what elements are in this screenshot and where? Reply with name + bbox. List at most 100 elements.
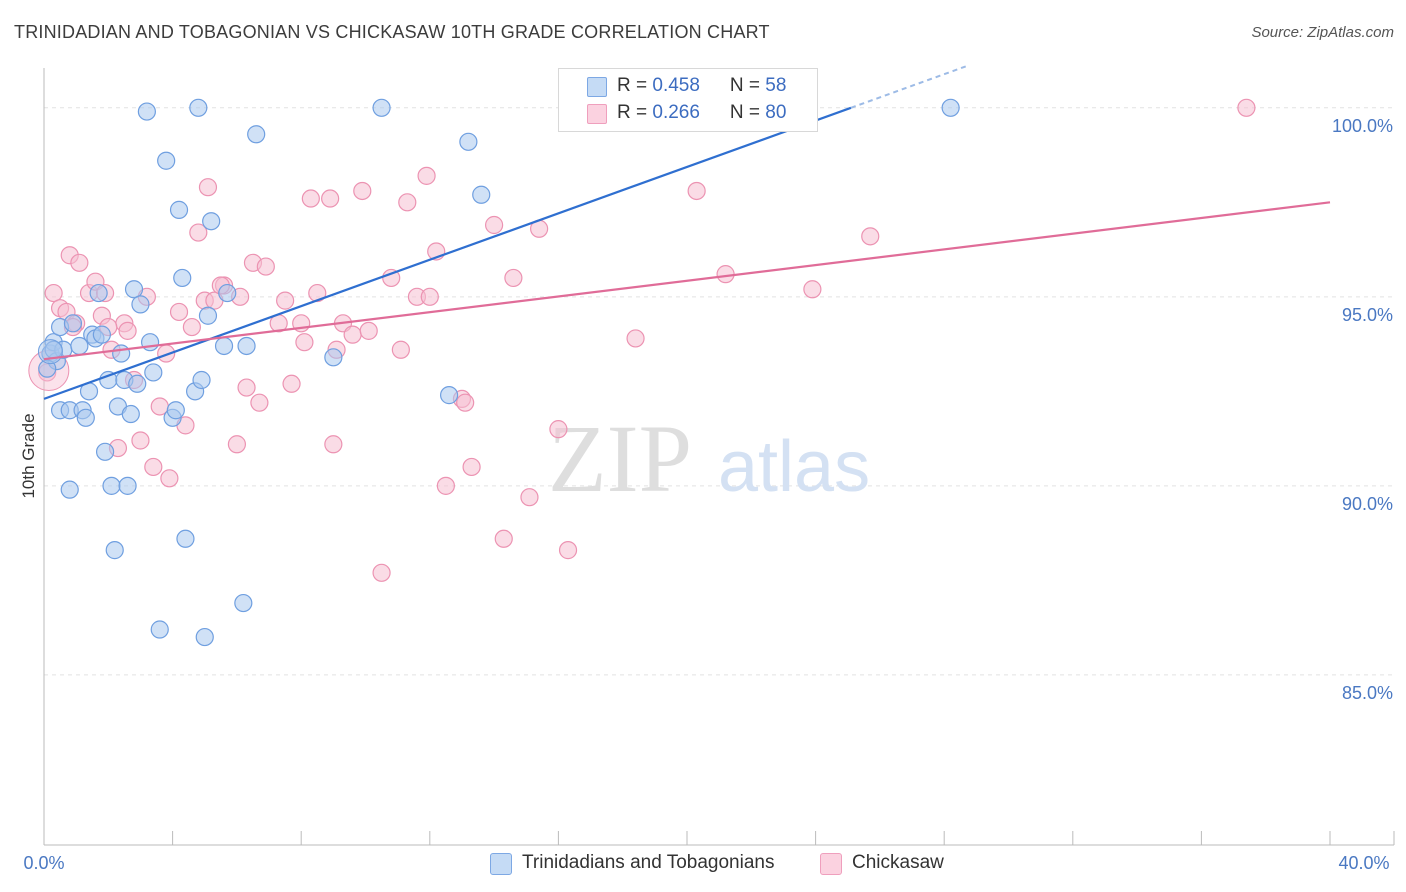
point-chickasaw <box>169 302 189 322</box>
legend-swatch-blue <box>587 77 607 97</box>
point-trinidadian <box>195 627 214 647</box>
point-chickasaw <box>144 457 163 477</box>
trend-lines <box>43 65 1331 400</box>
legend-label-trinidadian: Trinidadians and Tobagonians <box>522 852 775 873</box>
point-trinidadian <box>234 593 253 613</box>
legend-r-value: 0.458 <box>652 75 700 96</box>
point-trinidadian <box>176 529 195 548</box>
point-trinidadian <box>137 102 156 121</box>
point-chickasaw <box>626 329 645 348</box>
legend-n-value: 80 <box>765 102 787 123</box>
point-trinidadian <box>121 404 140 424</box>
point-trinidadian <box>157 151 176 170</box>
trend-line-trinidadian <box>43 106 852 400</box>
point-trinidadian <box>941 98 960 117</box>
point-trinidadian <box>102 476 121 495</box>
point-chickasaw <box>256 257 275 276</box>
point-trinidadian <box>89 283 108 303</box>
trend-line-chickasaw <box>43 201 1331 361</box>
legend-n-label: N = <box>729 75 766 96</box>
point-chickasaw <box>353 181 372 201</box>
point-chickasaw <box>504 268 523 288</box>
point-chickasaw <box>308 283 327 303</box>
point-trinidadian <box>192 370 211 390</box>
point-trinidadian <box>92 325 111 344</box>
point-trinidadian <box>76 408 95 427</box>
point-trinidadian <box>189 98 208 117</box>
y-tick-label: 95.0% <box>1342 305 1393 325</box>
axes <box>43 68 1395 846</box>
point-chickasaw <box>276 291 295 310</box>
point-chickasaw <box>250 393 269 412</box>
point-trinidadian <box>459 132 478 151</box>
point-chickasaw <box>44 283 63 303</box>
point-trinidadian <box>439 386 459 405</box>
point-chickasaw <box>417 166 436 185</box>
point-chickasaw <box>282 374 301 393</box>
y-tick-label: 85.0% <box>1342 683 1393 703</box>
point-chickasaw <box>359 321 378 340</box>
watermark-zip: ZIP <box>548 405 692 512</box>
point-chickasaw <box>558 541 578 560</box>
y-axis-label: 10th Grade <box>19 413 38 498</box>
legend-r-label: R = <box>617 102 653 123</box>
point-chickasaw <box>485 215 504 235</box>
point-trinidadian <box>218 283 237 303</box>
point-trinidadian <box>324 348 343 367</box>
tick-labels: 85.0% 90.0% 95.0% 100.0% 0.0% 40.0% <box>23 116 1393 873</box>
legend-swatch-pink <box>587 104 607 124</box>
legend-swatch-pink <box>820 853 842 875</box>
point-chickasaw <box>301 189 320 208</box>
point-chickasaw <box>803 280 822 299</box>
point-trinidadian <box>95 442 115 461</box>
point-chickasaw <box>462 457 481 477</box>
correlation-legend: R = 0.458 N = 58 R = 0.266 N = 80 <box>558 68 818 132</box>
series-chickasaw-points <box>28 98 1256 582</box>
point-chickasaw <box>70 253 89 272</box>
legend-swatch-blue <box>490 853 512 875</box>
point-trinidadian <box>131 295 150 314</box>
point-chickasaw <box>1237 98 1256 117</box>
point-trinidadian <box>128 374 147 393</box>
point-chickasaw <box>131 431 150 450</box>
point-trinidadian <box>173 268 192 288</box>
point-trinidadian <box>150 620 169 639</box>
point-trinidadian <box>202 212 221 231</box>
point-trinidadian-cluster <box>37 339 63 365</box>
legend-n-value: 58 <box>765 75 787 96</box>
trend-line-trinidadian-extension <box>850 65 968 109</box>
point-chickasaw <box>436 476 455 495</box>
legend-r-value: 0.266 <box>652 102 700 123</box>
point-trinidadian <box>472 185 491 204</box>
point-chickasaw <box>160 469 179 488</box>
point-chickasaw <box>382 268 401 288</box>
point-trinidadian <box>140 333 160 352</box>
legend-r-label: R = <box>617 75 653 96</box>
point-chickasaw <box>420 287 439 306</box>
series-trinidadian-points <box>37 98 960 647</box>
legend-label-chickasaw: Chickasaw <box>852 852 944 873</box>
point-chickasaw <box>494 529 513 548</box>
point-trinidadian <box>247 125 266 144</box>
point-chickasaw <box>324 435 343 454</box>
point-trinidadian <box>112 344 131 363</box>
point-trinidadian <box>166 401 185 420</box>
point-trinidadian <box>144 363 163 382</box>
watermark: ZIP atlas <box>548 405 870 512</box>
point-chickasaw <box>861 227 880 246</box>
point-chickasaw <box>372 563 391 582</box>
point-chickasaw <box>295 333 314 352</box>
point-chickasaw <box>182 317 201 337</box>
point-chickasaw <box>237 378 256 397</box>
point-trinidadian <box>124 280 144 299</box>
point-chickasaw <box>321 189 340 208</box>
point-trinidadian <box>198 306 218 325</box>
point-trinidadian <box>60 480 79 499</box>
point-trinidadian <box>372 98 391 117</box>
point-trinidadian <box>214 336 234 356</box>
y-tick-label: 90.0% <box>1342 494 1393 514</box>
point-chickasaw <box>456 393 475 412</box>
point-chickasaw <box>520 488 539 507</box>
point-chickasaw <box>398 193 417 212</box>
